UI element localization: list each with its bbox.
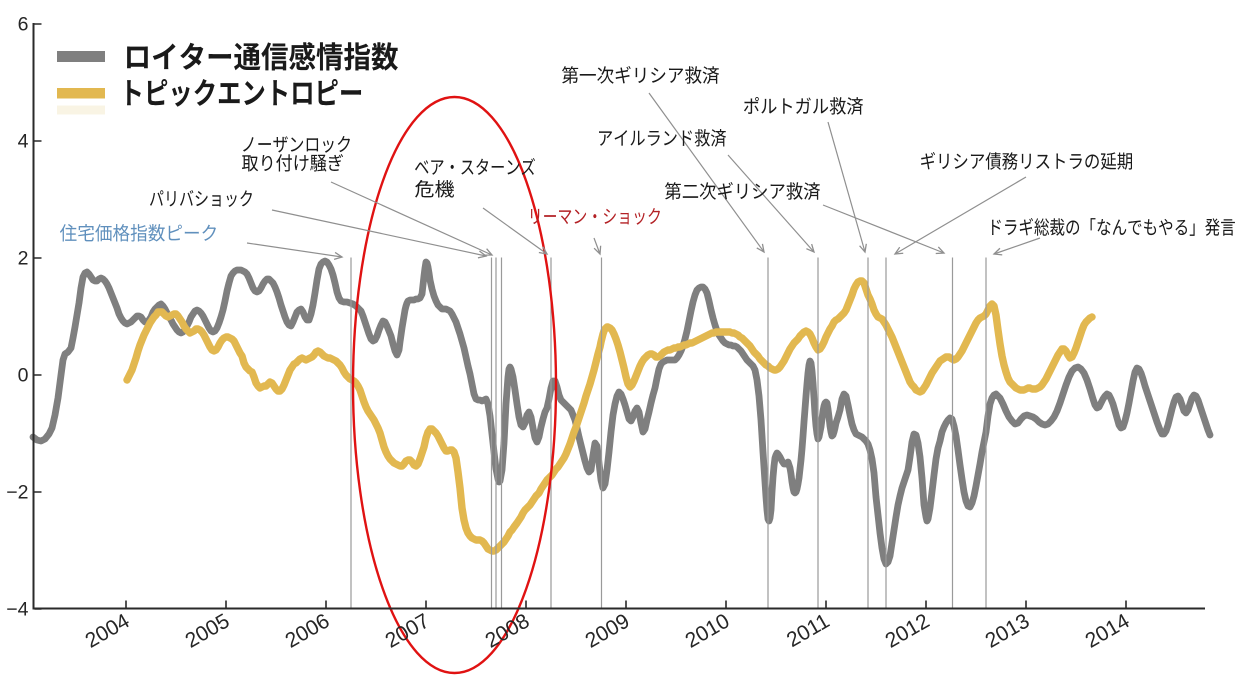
svg-text:4: 4: [18, 131, 29, 153]
svg-text:2: 2: [18, 248, 29, 270]
svg-text:6: 6: [18, 14, 29, 36]
svg-text:−2: −2: [6, 482, 28, 504]
svg-text:0: 0: [18, 365, 29, 387]
svg-text:−4: −4: [6, 599, 28, 621]
